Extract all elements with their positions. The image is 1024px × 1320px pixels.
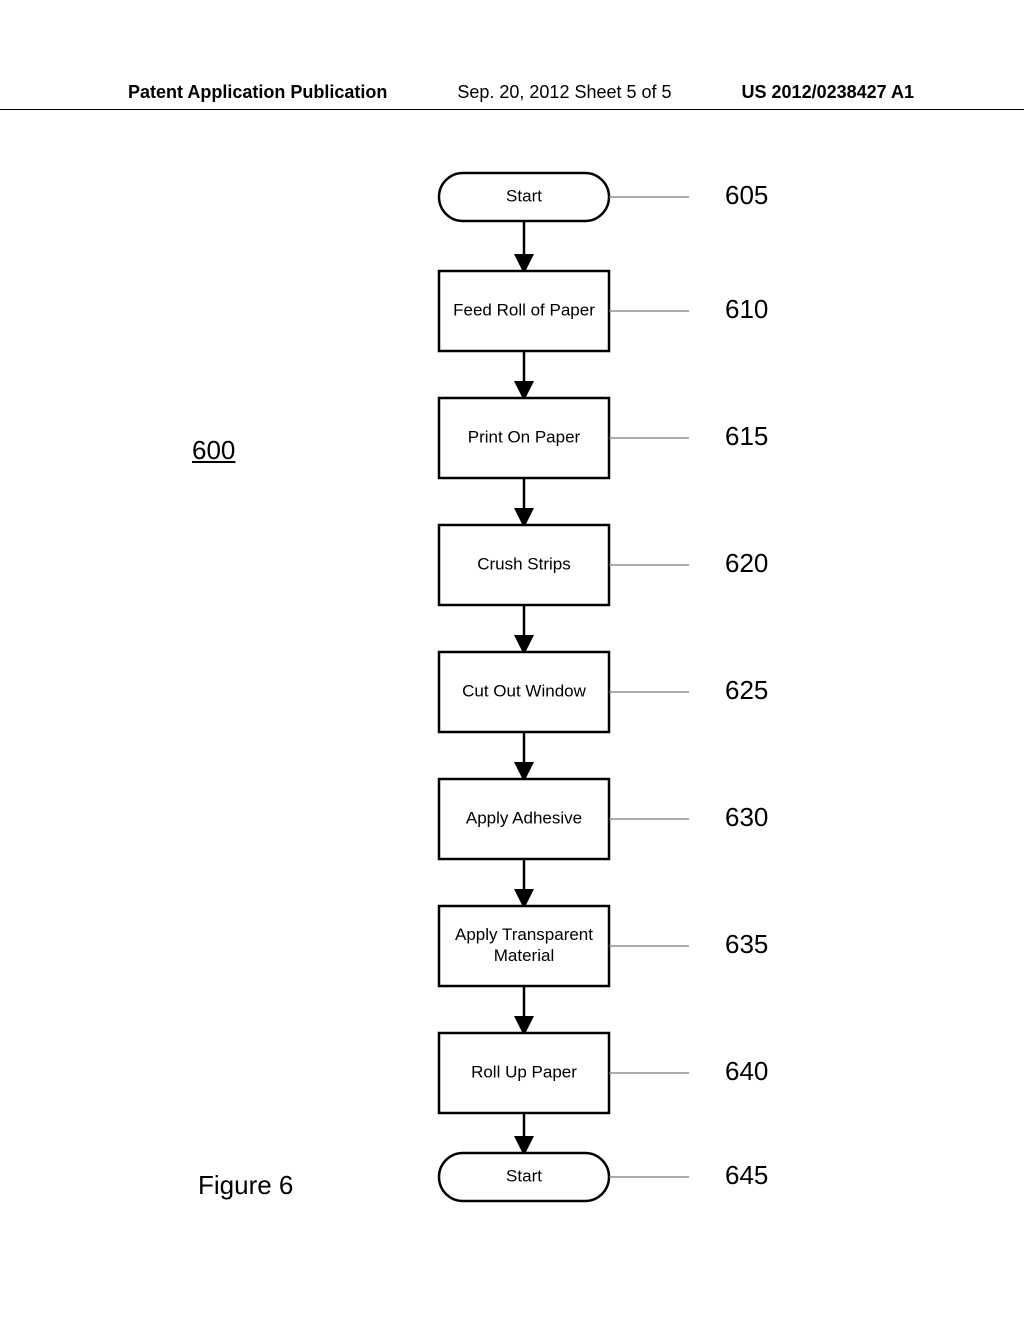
flow-node-label: Apply Transparent: [455, 925, 593, 944]
ref-number-label: 605: [725, 180, 768, 210]
ref-number-label: 615: [725, 421, 768, 451]
ref-number-label: 620: [725, 548, 768, 578]
flow-node-label: Print On Paper: [468, 427, 581, 446]
flow-node-label: Crush Strips: [477, 554, 571, 573]
flow-node-label: Feed Roll of Paper: [453, 300, 595, 319]
ref-number-label: 630: [725, 802, 768, 832]
ref-number-label: 640: [725, 1056, 768, 1086]
flow-node-label: Start: [506, 1166, 542, 1185]
flow-node-label: Roll Up Paper: [471, 1062, 577, 1081]
ref-number-label: 645: [725, 1160, 768, 1190]
ref-number-label: 625: [725, 675, 768, 705]
ref-number-label: 635: [725, 929, 768, 959]
flow-node-label: Apply Adhesive: [466, 808, 582, 827]
flowchart-svg: Start 605 Feed Roll of Paper 610 Print On Pa…: [0, 0, 1024, 1320]
ref-number-label: 610: [725, 294, 768, 324]
flow-node-label: Material: [494, 946, 554, 965]
flow-node-label: Start: [506, 186, 542, 205]
flow-node-label: Cut Out Window: [462, 681, 586, 700]
page: Patent Application Publication Sep. 20, …: [0, 0, 1024, 1320]
